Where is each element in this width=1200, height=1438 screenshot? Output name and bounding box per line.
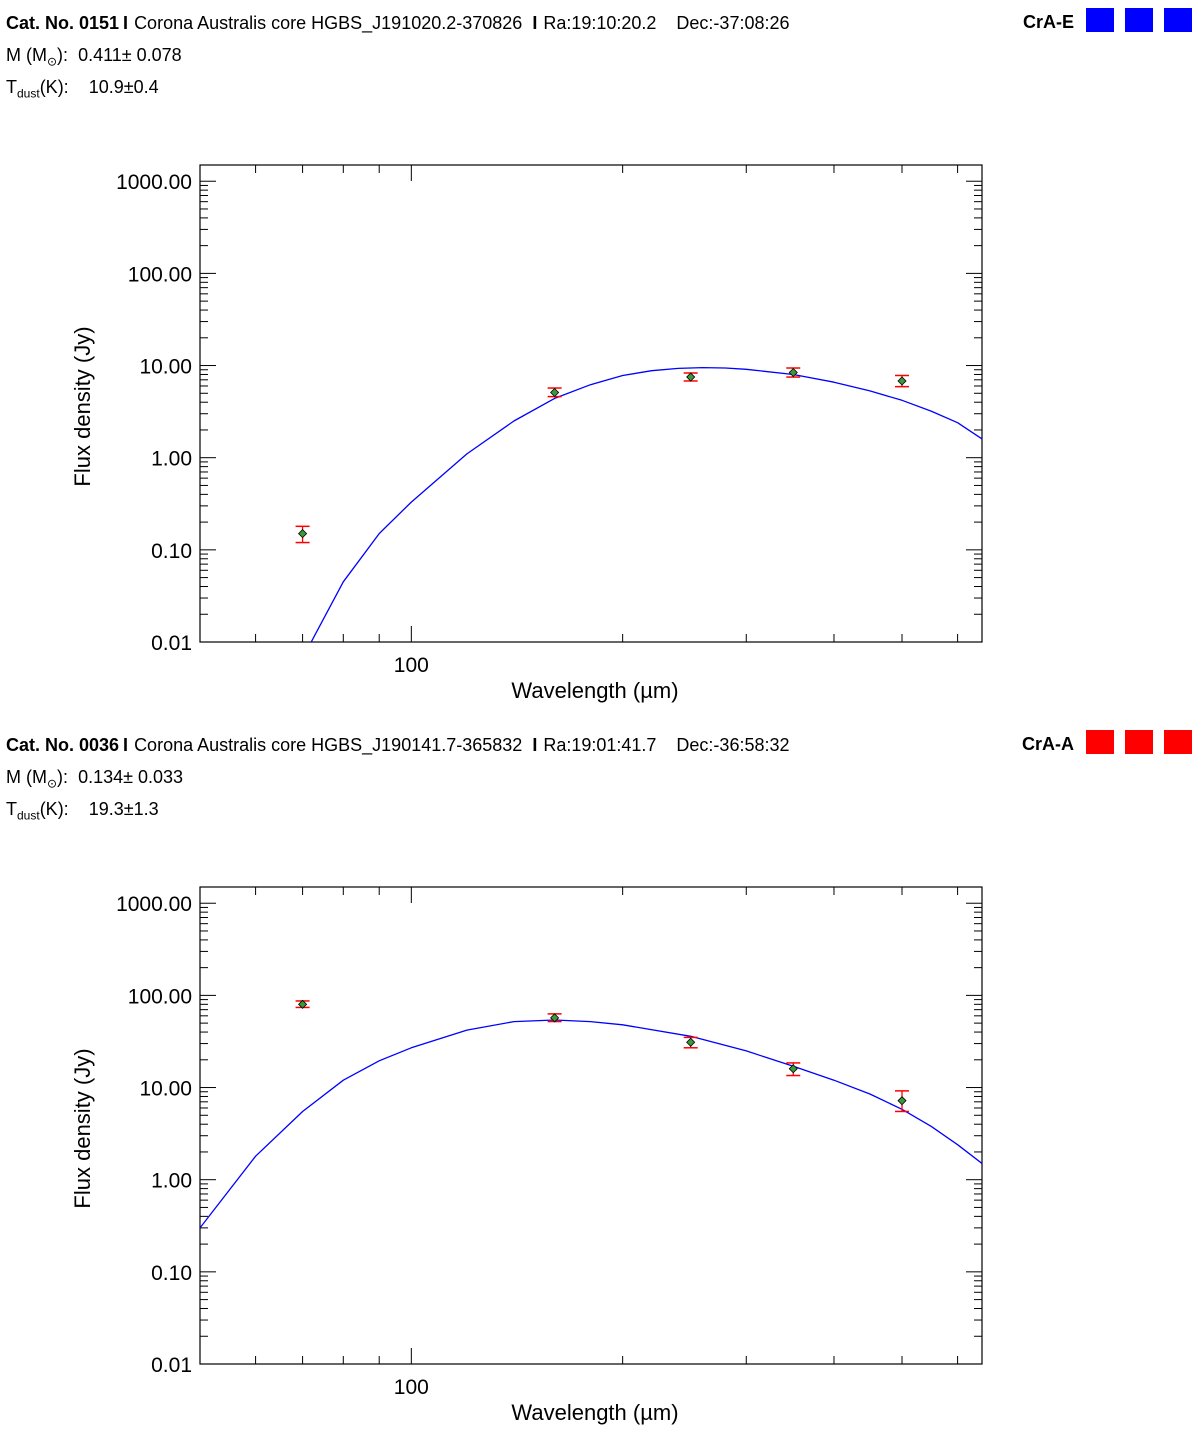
tdust-subscript: dust <box>17 808 40 823</box>
sun-symbol: ⊙ <box>46 776 58 791</box>
x-axis-title: Wavelength (µm) <box>511 1400 678 1425</box>
y-axis-title: Flux density (Jy) <box>70 326 95 486</box>
ra-coordinate: Ra:19:10:20.2 <box>543 13 657 33</box>
fit-curve <box>200 1019 982 1229</box>
x-tick-label: 100 <box>394 654 429 677</box>
point-marker <box>550 1013 560 1023</box>
data-point <box>895 1090 910 1113</box>
catalog-number: Cat. No. 0036 <box>6 735 120 755</box>
ra-coordinate: Ra:19:01:41.7 <box>543 735 657 755</box>
mass-label: M (M <box>6 767 47 787</box>
separator: I <box>123 735 129 755</box>
point-marker <box>550 387 560 398</box>
region-label: CrA-E <box>1022 12 1074 32</box>
data-point <box>295 999 310 1009</box>
sed-panel-2: Cat. No. 0036 I Corona Australis core HGBS… <box>0 722 1200 1438</box>
tdust-line: Tdust(K): 19.3±1.3 <box>6 799 159 823</box>
y-axis-title: Flux density (Jy) <box>70 1048 95 1208</box>
y-tick-label: 10.00 <box>139 356 192 379</box>
mass-label-close: ): <box>57 45 69 65</box>
y-tick-label: 0.01 <box>151 1354 192 1377</box>
point-marker <box>686 1037 696 1047</box>
y-tick-label: 100.00 <box>128 263 192 286</box>
data-point <box>547 1013 562 1023</box>
mass-label: M (M <box>6 45 47 65</box>
core-name: Corona Australis core HGBS_J190141.7-365… <box>134 735 523 755</box>
y-tick-label: 0.10 <box>151 540 192 563</box>
sed-panel-1: Cat. No. 0151 I Corona Australis core HGBS… <box>0 0 1200 716</box>
catalog-number: Cat. No. 0151 <box>6 13 120 33</box>
point-marker <box>298 529 308 539</box>
y-tick-label: 1.00 <box>151 1170 192 1193</box>
data-point <box>786 367 801 378</box>
data-point <box>295 525 310 544</box>
panel-header: Cat. No. 0036 I Corona Australis core HGBS… <box>6 735 790 756</box>
separator: I <box>123 13 129 33</box>
data-point <box>786 1062 801 1077</box>
dec-coordinate: Dec:-36:58:32 <box>676 735 790 755</box>
point-marker <box>788 1064 798 1074</box>
plot-frame <box>199 886 983 1365</box>
dec-coordinate: Dec:-37:08:26 <box>676 13 790 33</box>
point-marker <box>298 999 308 1009</box>
data-point <box>547 387 562 398</box>
y-tick-label: 1000.00 <box>116 893 192 916</box>
mass-label-close: ): <box>57 767 69 787</box>
tdust-label: T <box>6 77 17 97</box>
mass-value: 0.134± 0.033 <box>78 767 184 787</box>
x-tick-label: 100 <box>394 1376 429 1399</box>
region-label: CrA-A <box>1022 734 1074 754</box>
region-color-square <box>1086 730 1114 754</box>
y-tick-label: 0.01 <box>151 632 192 655</box>
fit-curve <box>310 366 982 642</box>
y-tick-label: 10.00 <box>139 1078 192 1101</box>
tdust-value: 19.3±1.3 <box>88 799 159 819</box>
data-point <box>895 374 910 388</box>
y-tick-label: 1.00 <box>151 448 192 471</box>
tdust-value: 10.9±0.4 <box>88 77 159 97</box>
region-color-square <box>1164 730 1192 754</box>
core-name: Corona Australis core HGBS_J191020.2-370… <box>134 13 523 33</box>
mass-line: M (M⊙): 0.411± 0.078 <box>6 45 182 69</box>
sed-chart: 0.01 0.10 1.00 10.00 100.00 1000.00 100 Wavelen… <box>70 886 983 1425</box>
data-point <box>683 372 698 382</box>
tdust-label: T <box>6 799 17 819</box>
region-color-square <box>1125 730 1153 754</box>
sed-chart: 0.01 0.10 1.00 10.00 100.00 1000.00 100 Wavelen… <box>70 164 983 703</box>
tdust-label-close: (K): <box>39 799 69 819</box>
region-color-square <box>1086 8 1114 32</box>
tdust-line: Tdust(K): 10.9±0.4 <box>6 77 159 101</box>
y-tick-label: 1000.00 <box>116 171 192 194</box>
point-marker <box>788 367 798 378</box>
tdust-subscript: dust <box>17 86 40 101</box>
y-tick-label: 0.10 <box>151 1262 192 1285</box>
panel-header: Cat. No. 0151 I Corona Australis core HGBS… <box>6 13 790 34</box>
data-point <box>683 1036 698 1049</box>
mass-line: M (M⊙): 0.134± 0.033 <box>6 767 183 791</box>
x-axis-title: Wavelength (µm) <box>511 678 678 703</box>
region-color-square <box>1164 8 1192 32</box>
point-marker <box>897 376 907 386</box>
separator: I <box>532 13 538 33</box>
mass-value: 0.411± 0.078 <box>78 45 182 65</box>
region-color-square <box>1125 8 1153 32</box>
separator: I <box>532 735 538 755</box>
tdust-label-close: (K): <box>39 77 69 97</box>
sun-symbol: ⊙ <box>46 54 58 69</box>
point-marker <box>897 1096 907 1106</box>
point-marker <box>686 372 696 382</box>
plot-frame <box>199 164 983 643</box>
y-tick-label: 100.00 <box>128 985 192 1008</box>
